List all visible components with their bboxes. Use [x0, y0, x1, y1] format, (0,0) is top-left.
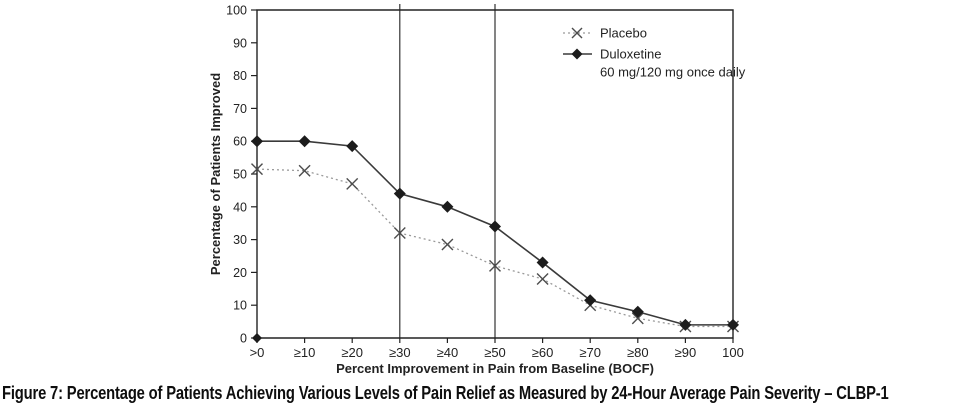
x-tick-label: ≥60 [532, 345, 554, 360]
x-marker [298, 164, 311, 177]
diamond-marker [346, 140, 359, 153]
x-axis-title: Percent Improvement in Pain from Baselin… [336, 361, 654, 376]
x-tick-label: ≥30 [389, 345, 411, 360]
x-tick-label: ≥50 [484, 345, 506, 360]
figure-caption: Figure 7: Percentage of Patients Achievi… [2, 383, 889, 403]
diamond-marker [584, 294, 597, 307]
x-tick-label: 100 [722, 345, 744, 360]
y-tick-label: 30 [233, 233, 247, 247]
y-tick-label: 10 [233, 299, 247, 313]
legend-label: Duloxetine [600, 47, 661, 62]
y-tick-label: 100 [226, 4, 247, 18]
y-tick-label: 70 [233, 102, 247, 116]
x-marker [631, 312, 644, 325]
x-tick-label: ≥40 [437, 345, 459, 360]
x-marker [536, 272, 549, 285]
y-tick-label: 40 [233, 200, 247, 214]
diamond-marker [536, 256, 549, 269]
legend: Placebo Duloxetine 60 mg/120 mg once daily [563, 26, 746, 80]
x-marker [571, 27, 583, 39]
diamond-marker [298, 135, 311, 148]
diamond-marker [631, 305, 644, 318]
legend-label: 60 mg/120 mg once daily [600, 65, 746, 80]
chart-area: 0 10 20 30 40 50 60 70 80 90 100 >0 ≥10 ≥20 ≥30 ≥40 ≥50 ≥… [208, 4, 746, 377]
x-tick-label: ≥10 [294, 345, 316, 360]
x-marker [393, 227, 406, 240]
pain-relief-line-chart: 0 10 20 30 40 50 60 70 80 90 100 >0 ≥10 ≥20 ≥30 ≥40 ≥50 ≥… [208, 4, 746, 377]
diamond-marker [251, 135, 263, 148]
diamond-marker [441, 200, 454, 213]
x-marker [489, 259, 501, 272]
x-tick-label: >0 [250, 345, 265, 360]
diamond-marker [679, 318, 692, 331]
x-tick-label: ≥80 [627, 345, 649, 360]
x-marker [441, 238, 454, 251]
y-axis-title: Percentage of Patients Improved [208, 73, 223, 275]
x-marker [251, 163, 263, 176]
origin-marker [252, 333, 262, 343]
x-tick-label: ≥70 [579, 345, 601, 360]
x-tick-label: ≥20 [341, 345, 363, 360]
y-tick-label: 80 [233, 69, 247, 83]
diamond-marker [393, 187, 406, 200]
y-tick-label: 20 [233, 266, 247, 280]
x-tick-label: ≥90 [675, 345, 697, 360]
x-marker [346, 177, 359, 190]
y-tick-label: 0 [240, 332, 247, 346]
y-tick-label: 50 [233, 168, 247, 182]
y-tick-label: 90 [233, 36, 247, 50]
series-placebo [251, 163, 739, 333]
diamond-marker [571, 48, 583, 60]
diamond-marker [727, 318, 739, 331]
series-duloxetine [251, 135, 739, 331]
diamond-marker [489, 220, 501, 233]
legend-label: Placebo [600, 26, 647, 41]
y-tick-label: 60 [233, 135, 247, 149]
